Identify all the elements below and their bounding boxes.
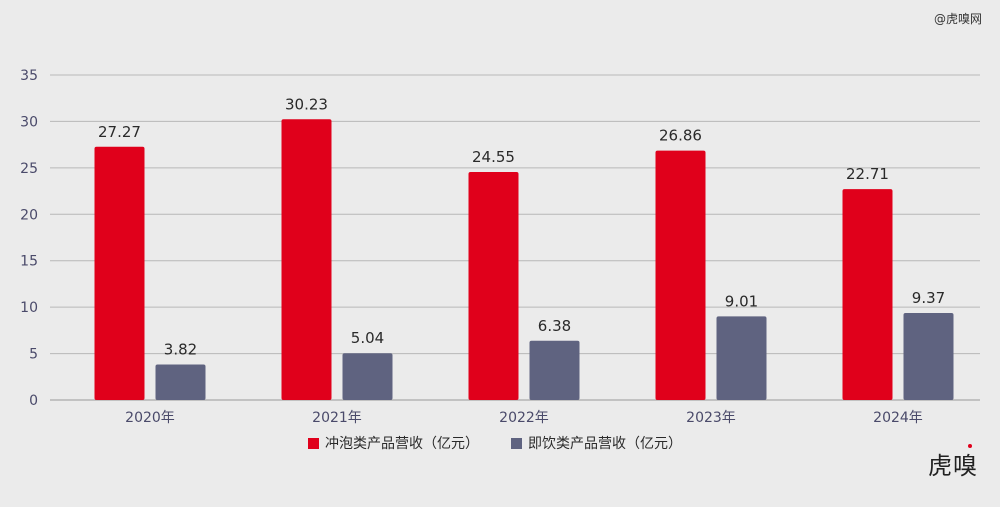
bar-rtd-0 [155, 364, 206, 400]
huxiu-logo: 虎嗅 [928, 444, 978, 481]
x-category-label: 2021年 [312, 410, 362, 426]
bar-brew-4 [842, 189, 893, 400]
data-label: 22.71 [846, 165, 889, 183]
legend: 冲泡类产品营收（亿元） 即饮类产品营收（亿元） [308, 436, 682, 452]
data-label: 26.86 [659, 127, 702, 145]
x-category-label: 2020年 [125, 410, 175, 426]
data-label: 24.55 [472, 148, 515, 166]
bar-rtd-4 [903, 312, 954, 400]
y-tick-label: 5 [29, 347, 38, 363]
bar-brew-0 [94, 146, 145, 400]
data-label: 5.04 [351, 329, 384, 347]
logo-text: 虎嗅 [928, 452, 978, 480]
y-tick-label: 0 [29, 393, 38, 409]
bar-rtd-2 [529, 340, 580, 400]
y-axis-ticks: 0 5 10 15 20 25 30 35 [20, 68, 38, 409]
data-label: 27.27 [98, 123, 141, 141]
bars [94, 119, 954, 401]
data-label: 6.38 [538, 317, 571, 335]
y-tick-label: 15 [20, 254, 38, 270]
x-axis-labels: 2020年 2021年 2022年 2023年 2024年 [125, 410, 923, 426]
bar-rtd-3 [716, 316, 767, 400]
legend-swatch [308, 438, 319, 449]
data-label: 9.37 [912, 289, 945, 307]
legend-label: 冲泡类产品营收（亿元） [325, 436, 479, 452]
data-label: 30.23 [285, 95, 328, 113]
value-labels: 27.27 3.82 30.23 5.04 24.55 6.38 26.86 9.01 22.7… [98, 95, 945, 358]
x-category-label: 2023年 [686, 410, 736, 426]
y-tick-label: 30 [20, 114, 38, 130]
watermark-text: @虎嗅网 [933, 12, 982, 26]
y-tick-label: 35 [20, 68, 38, 84]
bar-brew-3 [655, 150, 706, 400]
y-tick-label: 20 [20, 207, 38, 223]
x-category-label: 2024年 [873, 410, 923, 426]
legend-label: 即饮类产品营收（亿元） [528, 436, 682, 452]
logo-dot-icon [968, 444, 972, 448]
bar-brew-1 [281, 119, 332, 401]
x-category-label: 2022年 [499, 410, 549, 426]
bar-brew-2 [468, 172, 519, 400]
y-tick-label: 25 [20, 161, 38, 177]
y-tick-label: 10 [20, 300, 38, 316]
legend-swatch [511, 438, 522, 449]
data-label: 9.01 [725, 292, 758, 310]
data-label: 3.82 [164, 341, 197, 359]
bar-rtd-1 [342, 353, 393, 400]
